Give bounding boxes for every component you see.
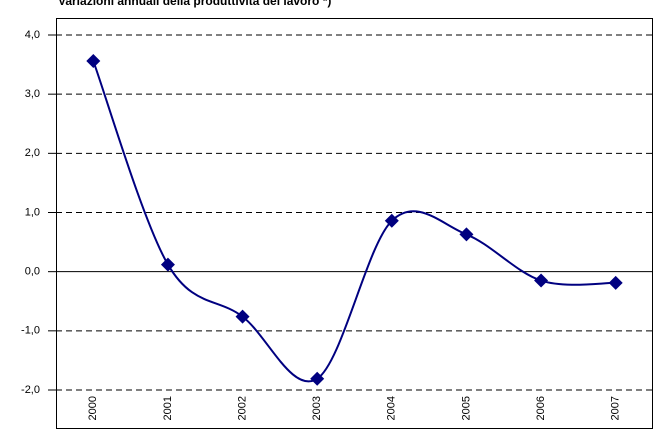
x-tick-label: 2000 (87, 396, 99, 420)
x-tick-label: 2002 (236, 396, 248, 420)
y-tick-label: 0,0 (25, 266, 40, 278)
plot-frame (56, 18, 653, 429)
y-tick-label: -1,0 (21, 325, 40, 337)
x-tick-label: 2004 (386, 396, 398, 420)
x-tick-label: 2005 (460, 396, 472, 420)
x-tick-label: 2007 (610, 396, 622, 420)
point (384, 213, 399, 228)
y-tick-label: -2,0 (21, 384, 40, 396)
y-tick-label: 1,0 (25, 206, 40, 218)
y-tick-label: 2,0 (25, 147, 40, 159)
x-tick-label: 2003 (311, 396, 323, 420)
point (459, 227, 474, 242)
y-tick-label: 3,0 (25, 88, 40, 100)
point (86, 54, 101, 69)
chart-title: Variazioni annuali della produttività de… (58, 0, 331, 8)
y-tick-label: 4,0 (25, 29, 40, 41)
x-tick-label: 2006 (535, 396, 547, 420)
point (534, 273, 549, 288)
x-tick-label: 2001 (162, 396, 174, 420)
point (310, 371, 325, 386)
point (235, 309, 250, 324)
point (160, 257, 175, 272)
point (608, 275, 623, 290)
